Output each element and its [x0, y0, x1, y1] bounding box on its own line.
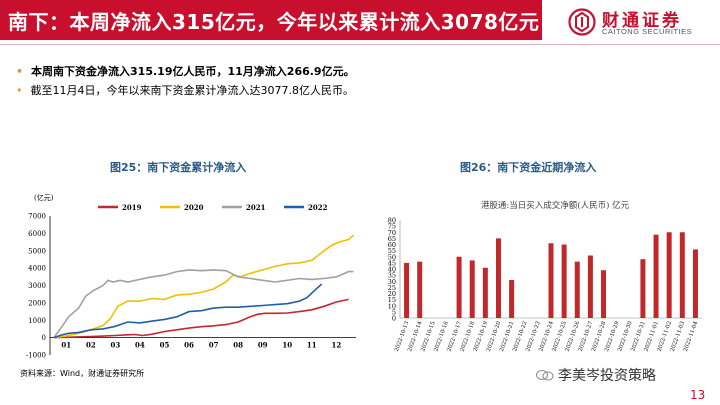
y-tick-label: 1000: [28, 317, 46, 325]
legend-label-2020: 2020: [184, 203, 204, 212]
bar-2022-10-26: [574, 261, 580, 318]
x-tick-label: 11: [307, 341, 317, 350]
bar-2022-10-31: [640, 259, 646, 318]
y-tick-label: 30: [388, 278, 396, 286]
y-axis-unit-label: (亿元): [34, 193, 54, 202]
series-line-2021: [53, 269, 354, 339]
bar-2022-11-04: [692, 249, 698, 318]
bar-2022-11-02: [666, 232, 672, 318]
page-number: 13: [690, 388, 706, 402]
y-tick-label: 60: [388, 241, 396, 249]
bar-2022-11-01: [653, 234, 659, 318]
y-tick-label: 5000: [28, 247, 46, 255]
bar-2022-10-14: [417, 261, 423, 318]
bar-2022-10-25: [561, 244, 567, 318]
slide-title: 南下：本周净流入315亿元，今年以来累计流入3078亿元: [8, 10, 540, 34]
data-source-note: 资料来源：Wind，财通证券研究所: [20, 369, 145, 378]
bullet-weekly-inflow: • 本周南下资金净流入315.19亿人民币，11月净流入266.9亿元。: [16, 65, 355, 78]
wechat-icon: [536, 370, 554, 381]
bullet-dot-icon: •: [16, 65, 24, 78]
x-tick-label: 04: [135, 341, 145, 350]
y-tick-label: 0: [42, 334, 46, 342]
series-line-2020: [53, 234, 355, 339]
series-line-2019: [53, 298, 349, 339]
y-tick-label: 75: [388, 223, 396, 231]
bar-2022-10-27: [587, 255, 593, 318]
wechat-watermark: 李美岑投资策略: [536, 365, 656, 385]
x-tick-label: 05: [160, 341, 170, 350]
legend-label-2019: 2019: [122, 203, 142, 212]
x-tick-label: 03: [111, 341, 121, 350]
figure-25-title: 图25：南下资金累计净流入: [110, 161, 247, 174]
y-tick-label: 55: [388, 247, 396, 255]
bullet-ytd-inflow: • 截至11月4日，今年以来南下资金累计净流入达3077.8亿人民币。: [16, 84, 354, 97]
y-tick-label: 15: [388, 296, 396, 304]
y-tick-label: 3000: [28, 282, 46, 290]
y-tick-label: 65: [388, 235, 396, 243]
x-tick-label: 08: [233, 341, 243, 350]
y-tick-label: 35: [388, 272, 396, 280]
y-tick-label: 7000: [28, 213, 46, 221]
y-tick-label: 2000: [28, 299, 46, 307]
bar-2022-10-18: [469, 260, 475, 318]
bar-2022-10-28: [601, 270, 607, 318]
y-tick-label: 6000: [28, 230, 46, 238]
x-tick-label: 09: [258, 341, 268, 350]
bar-2022-10-24: [548, 243, 554, 318]
x-tick-label: 06: [184, 341, 194, 350]
y-tick-label: 20: [388, 290, 396, 298]
bar-2022-10-20: [495, 238, 501, 318]
y-tick-label: -1000: [26, 352, 46, 360]
legend-label-2022: 2022: [308, 203, 328, 212]
y-tick-label: 10: [388, 302, 396, 310]
y-tick-label: 80: [388, 217, 396, 225]
y-tick-label: 25: [388, 284, 396, 292]
title-divider: [0, 44, 720, 45]
figure-26-title: 图26：南下资金近期净流入: [460, 161, 597, 174]
y-tick-label: 70: [388, 229, 396, 237]
x-tick-label: 02: [86, 341, 96, 350]
y-tick-label: 5: [392, 308, 396, 316]
bar-2022-10-13: [404, 262, 410, 318]
bar-2022-10-17: [456, 256, 462, 318]
company-logo: 财通证券 CAITONG SECURITIES: [568, 6, 708, 38]
logo-text-en: CAITONG SECURITIES: [602, 27, 693, 36]
y-tick-label: 45: [388, 259, 396, 267]
title-bar: 南下：本周净流入315亿元，今年以来累计流入3078亿元: [0, 0, 542, 40]
bar-2022-10-19: [482, 267, 488, 318]
bar-2022-11-03: [679, 232, 685, 318]
x-tick-label: 12: [331, 341, 341, 350]
bullet-dot-icon: •: [16, 84, 23, 97]
series-line-2022: [53, 283, 323, 339]
bar-chart-title: 港股通:当日买入成交净额(人民币) 亿元: [481, 200, 630, 211]
legend-label-2021: 2021: [246, 203, 266, 212]
y-tick-label: 0: [392, 315, 396, 323]
y-tick-label: 50: [388, 253, 396, 261]
y-tick-label: 40: [388, 266, 396, 274]
cumulative-inflow-line-chart: (亿元) -1000 0 1000 2000 3000 4000 5000 6000 7000 01…: [26, 193, 356, 360]
x-tick-label: 10: [282, 341, 292, 350]
recent-inflow-bar-chart: 港股通:当日买入成交净额(人民币) 亿元 05101520253035404550…: [388, 200, 702, 352]
logo-text-cn: 财通证券: [602, 11, 682, 31]
y-tick-label: 4000: [28, 265, 46, 273]
x-tick-label: 01: [61, 341, 71, 350]
bar-2022-10-21: [509, 280, 515, 318]
logo-mark-icon: [568, 8, 596, 36]
x-tick-label: 07: [209, 341, 219, 350]
